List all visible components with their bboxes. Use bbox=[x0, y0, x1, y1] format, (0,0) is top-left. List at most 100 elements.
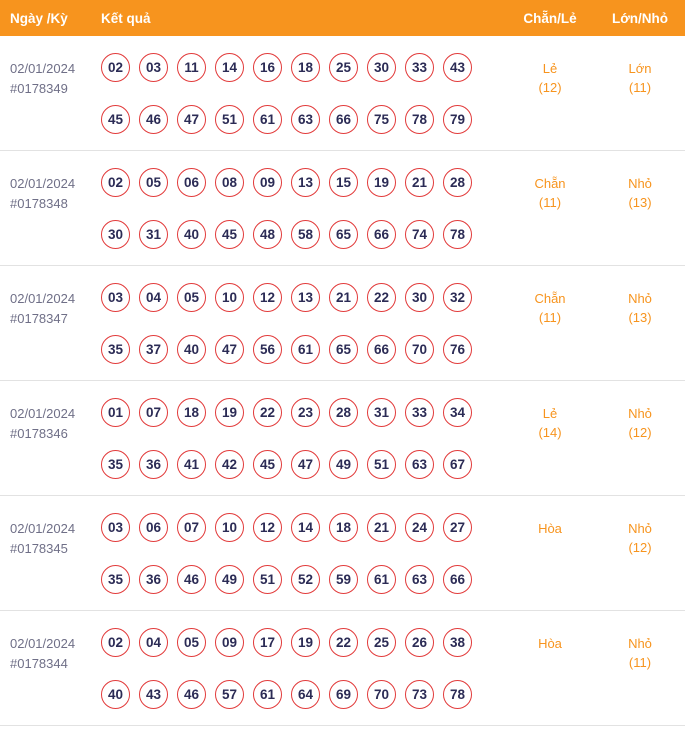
date-cell: 02/01/2024 #0178346 bbox=[0, 398, 95, 444]
number-ball: 48 bbox=[253, 220, 282, 249]
number-ball: 51 bbox=[253, 565, 282, 594]
numbers-line-2: 35 37 40 47 56 61 65 66 70 76 bbox=[101, 335, 505, 364]
even-odd-value: Hòa bbox=[538, 521, 562, 536]
number-ball: 40 bbox=[101, 680, 130, 709]
big-small-value: Nhỏ bbox=[628, 176, 652, 191]
number-ball: 43 bbox=[443, 53, 472, 82]
big-small-count: (13) bbox=[628, 195, 652, 210]
number-ball: 02 bbox=[101, 628, 130, 657]
big-small-count: (13) bbox=[628, 310, 652, 325]
draw-date: 02/01/2024 bbox=[10, 406, 76, 421]
number-ball: 19 bbox=[367, 168, 396, 197]
number-ball: 73 bbox=[405, 680, 434, 709]
number-ball: 10 bbox=[215, 283, 244, 312]
number-ball: 17 bbox=[253, 628, 282, 657]
number-ball: 13 bbox=[291, 168, 320, 197]
number-ball: 32 bbox=[443, 283, 472, 312]
number-ball: 63 bbox=[405, 450, 434, 479]
big-small-value: Nhỏ bbox=[628, 521, 652, 536]
even-odd-cell: Hòa bbox=[505, 513, 595, 538]
draw-period: #0178348 bbox=[10, 196, 68, 211]
date-cell: 02/01/2024 #0178347 bbox=[0, 283, 95, 329]
number-ball: 70 bbox=[405, 335, 434, 364]
draw-period: #0178344 bbox=[10, 656, 68, 671]
number-ball: 03 bbox=[139, 53, 168, 82]
numbers-line-1: 03 04 05 10 12 13 21 22 30 32 bbox=[101, 283, 505, 312]
number-ball: 63 bbox=[405, 565, 434, 594]
number-ball: 26 bbox=[405, 628, 434, 657]
number-ball: 05 bbox=[177, 628, 206, 657]
date-cell: 02/01/2024 #0178345 bbox=[0, 513, 95, 559]
big-small-count: (11) bbox=[628, 80, 652, 95]
number-ball: 63 bbox=[291, 105, 320, 134]
number-ball: 46 bbox=[177, 565, 206, 594]
result-row: 02/01/2024 #0178345 03 06 07 10 12 14 18 21 24 27… bbox=[0, 496, 685, 611]
number-ball: 66 bbox=[367, 335, 396, 364]
number-ball: 40 bbox=[177, 335, 206, 364]
number-ball: 12 bbox=[253, 283, 282, 312]
number-ball: 65 bbox=[329, 220, 358, 249]
number-ball: 66 bbox=[367, 220, 396, 249]
number-ball: 42 bbox=[215, 450, 244, 479]
number-ball: 09 bbox=[215, 628, 244, 657]
even-odd-count: (11) bbox=[538, 195, 562, 210]
number-ball: 14 bbox=[291, 513, 320, 542]
number-ball: 47 bbox=[215, 335, 244, 364]
number-ball: 37 bbox=[139, 335, 168, 364]
number-ball: 05 bbox=[177, 283, 206, 312]
big-small-value: Nhỏ bbox=[628, 636, 652, 651]
number-ball: 21 bbox=[329, 283, 358, 312]
number-ball: 19 bbox=[291, 628, 320, 657]
number-ball: 18 bbox=[291, 53, 320, 82]
number-ball: 22 bbox=[329, 628, 358, 657]
number-ball: 06 bbox=[177, 168, 206, 197]
number-ball: 56 bbox=[253, 335, 282, 364]
number-ball: 34 bbox=[443, 398, 472, 427]
header-col-even-odd: Chẵn/Lẻ bbox=[523, 10, 577, 26]
numbers-line-2: 40 43 46 57 61 64 69 70 73 78 bbox=[101, 680, 505, 709]
even-odd-cell: Chẵn (11) bbox=[505, 283, 595, 327]
number-ball: 75 bbox=[367, 105, 396, 134]
number-ball: 25 bbox=[367, 628, 396, 657]
number-ball: 04 bbox=[139, 628, 168, 657]
even-odd-cell: Lẻ (12) bbox=[505, 53, 595, 97]
big-small-value: Nhỏ bbox=[628, 291, 652, 306]
number-ball: 70 bbox=[367, 680, 396, 709]
date-cell: 02/01/2024 #0178344 bbox=[0, 628, 95, 674]
header-col-result: Kết quả bbox=[101, 10, 151, 26]
number-ball: 35 bbox=[101, 565, 130, 594]
even-odd-count: (11) bbox=[538, 310, 562, 325]
number-ball: 69 bbox=[329, 680, 358, 709]
number-ball: 45 bbox=[101, 105, 130, 134]
number-ball: 07 bbox=[139, 398, 168, 427]
results-table-header: Ngày /Kỳ Kết quả Chẵn/Lẻ Lớn/Nhỏ bbox=[0, 0, 685, 36]
number-ball: 21 bbox=[367, 513, 396, 542]
draw-period: #0178349 bbox=[10, 81, 68, 96]
number-ball: 04 bbox=[139, 283, 168, 312]
number-ball: 61 bbox=[253, 680, 282, 709]
number-ball: 30 bbox=[405, 283, 434, 312]
even-odd-value: Chẵn bbox=[534, 291, 566, 306]
number-ball: 46 bbox=[139, 105, 168, 134]
number-ball: 47 bbox=[291, 450, 320, 479]
number-ball: 27 bbox=[443, 513, 472, 542]
big-small-cell: Nhỏ (12) bbox=[595, 513, 685, 557]
draw-period: #0178346 bbox=[10, 426, 68, 441]
number-ball: 15 bbox=[329, 168, 358, 197]
numbers-line-2: 45 46 47 51 61 63 66 75 78 79 bbox=[101, 105, 505, 134]
draw-date: 02/01/2024 bbox=[10, 176, 76, 191]
number-ball: 65 bbox=[329, 335, 358, 364]
big-small-count: (12) bbox=[628, 540, 652, 555]
numbers-cell: 01 07 18 19 22 23 28 31 33 34 35 36 41 42 45 47 49 51 63 6… bbox=[95, 398, 505, 479]
result-row: 02/01/2024 #0178349 02 03 11 14 16 18 25 30 33 43… bbox=[0, 36, 685, 151]
even-odd-value: Hòa bbox=[538, 636, 562, 651]
date-cell: 02/01/2024 #0178348 bbox=[0, 168, 95, 214]
number-ball: 47 bbox=[177, 105, 206, 134]
number-ball: 31 bbox=[139, 220, 168, 249]
even-odd-cell: Hòa bbox=[505, 628, 595, 653]
number-ball: 51 bbox=[367, 450, 396, 479]
draw-period: #0178345 bbox=[10, 541, 68, 556]
big-small-value: Nhỏ bbox=[628, 406, 652, 421]
number-ball: 52 bbox=[291, 565, 320, 594]
